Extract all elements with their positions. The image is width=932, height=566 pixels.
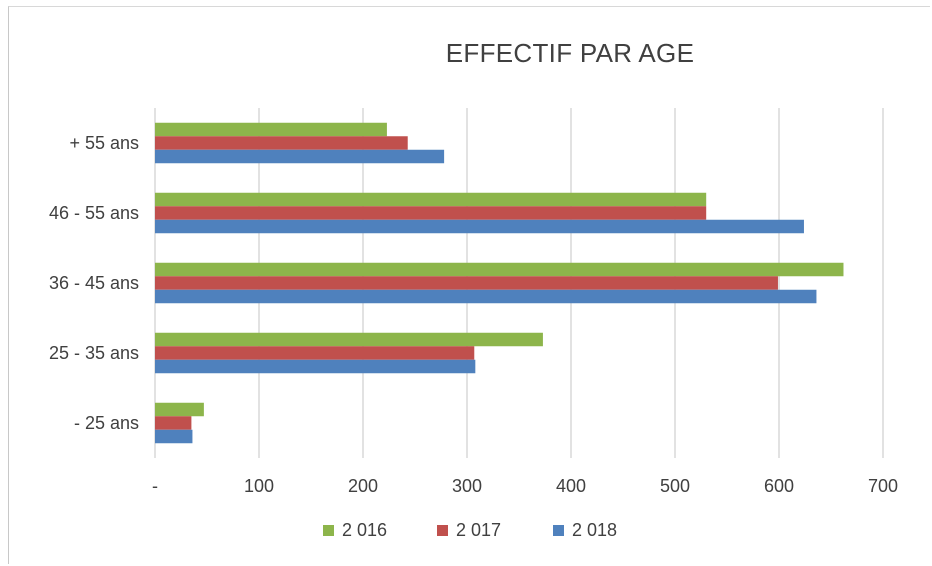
category-label: 25 - 35 ans <box>49 343 139 363</box>
x-tick-label: 600 <box>764 476 794 496</box>
bar <box>155 416 192 430</box>
bar <box>155 262 844 277</box>
legend-item-2016: 2 016 <box>323 520 387 541</box>
bar <box>155 136 408 150</box>
legend-swatch-2018 <box>553 525 564 536</box>
x-tick-label: 700 <box>868 476 898 496</box>
category-label: + 55 ans <box>69 133 139 153</box>
bar <box>155 149 445 164</box>
category-label: 36 - 45 ans <box>49 273 139 293</box>
bar <box>155 429 193 444</box>
legend-label-2017: 2 017 <box>456 520 502 540</box>
legend-item-2018: 2 018 <box>553 520 617 541</box>
bar <box>155 289 817 304</box>
chart-legend: 2 016 2 017 2 018 <box>0 520 932 550</box>
x-tick-label: 500 <box>660 476 690 496</box>
bar <box>155 332 543 347</box>
x-tick-label: - <box>152 476 158 496</box>
category-label: 46 - 55 ans <box>49 203 139 223</box>
bar <box>155 402 204 417</box>
bar <box>155 219 804 234</box>
legend-swatch-2017 <box>437 525 448 536</box>
x-tick-label: 400 <box>556 476 586 496</box>
x-tick-label: 300 <box>452 476 482 496</box>
legend-item-2017: 2 017 <box>437 520 501 541</box>
legend-label-2018: 2 018 <box>572 520 618 540</box>
chart-frame <box>8 6 930 564</box>
legend-label-2016: 2 016 <box>342 520 388 540</box>
bar <box>155 206 707 220</box>
x-tick-label: 100 <box>244 476 274 496</box>
category-label: - 25 ans <box>74 413 139 433</box>
bar <box>155 346 475 360</box>
legend-swatch-2016 <box>323 525 334 536</box>
bar <box>155 276 778 290</box>
bar <box>155 122 387 137</box>
x-tick-label: 200 <box>348 476 378 496</box>
chart-title: EFFECTIF PAR AGE <box>445 38 695 68</box>
bar <box>155 192 707 207</box>
bar <box>155 359 476 374</box>
